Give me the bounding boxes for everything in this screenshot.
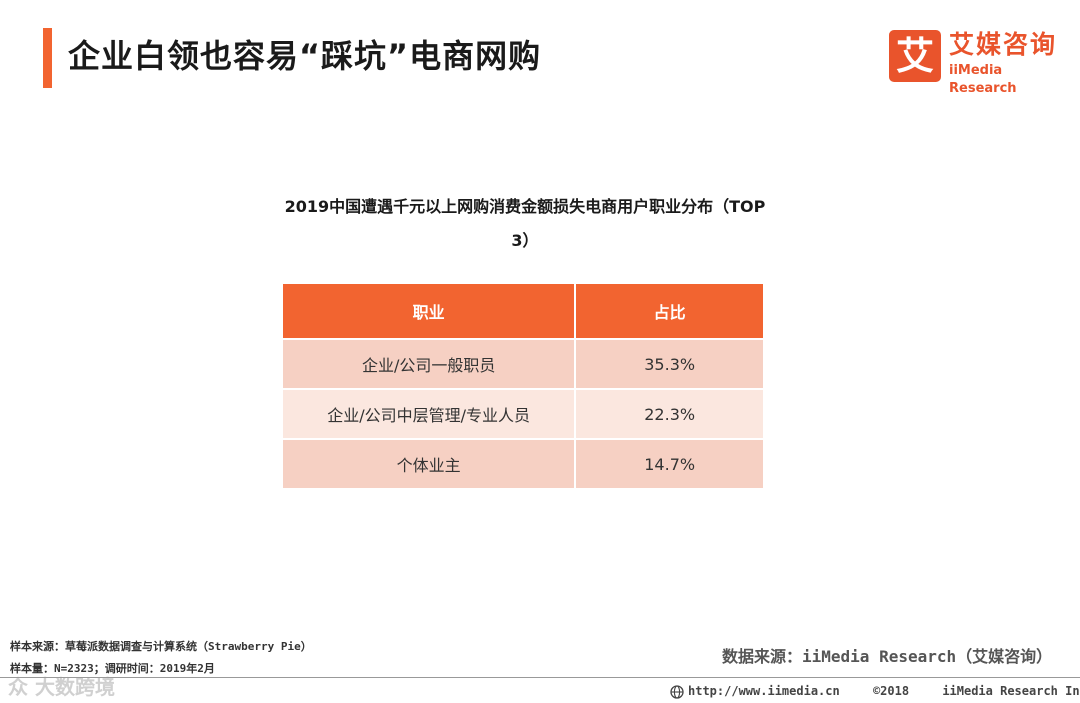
header-occupation: 职业 bbox=[283, 284, 577, 339]
logo-chinese-name: 艾媒咨询 bbox=[949, 30, 1058, 59]
share-cell: 22.3% bbox=[575, 388, 763, 439]
occupation-cell: 个体业主 bbox=[283, 438, 577, 488]
company-name: iiMedia Research Inc bbox=[942, 684, 1080, 698]
table-header-row: 职业 占比 bbox=[283, 284, 763, 339]
table-caption-line-2: 3） bbox=[511, 231, 539, 250]
occupation-cell: 企业/公司一般职员 bbox=[283, 338, 577, 389]
share-cell: 14.7% bbox=[575, 438, 763, 488]
globe-icon bbox=[670, 684, 684, 699]
share-cell: 35.3% bbox=[575, 338, 763, 389]
copyright: ©2018 bbox=[872, 684, 910, 698]
occupation-cell: 企业/公司中层管理/专业人员 bbox=[283, 388, 577, 439]
page-title: 企业白领也容易“踩坑”电商网购 bbox=[68, 37, 542, 75]
website-url: http://www.iimedia.cn bbox=[688, 684, 840, 698]
iimedia-logo: 艾 艾媒咨询 iiMedia Research bbox=[889, 30, 1069, 96]
data-source: 数据来源：iiMedia Research（艾媒咨询） bbox=[722, 647, 1053, 666]
table-row: 企业/公司一般职员 35.3% bbox=[283, 338, 763, 389]
logo-mark-icon: 艾 bbox=[889, 30, 941, 82]
watermark: 众 大数跨境 bbox=[8, 675, 115, 699]
footer-bar: http://www.iimedia.cn ©2018 iiMedia Rese… bbox=[670, 682, 1080, 700]
table-row: 企业/公司中层管理/专业人员 22.3% bbox=[283, 388, 763, 439]
title-accent-bar bbox=[43, 28, 52, 88]
header-share: 占比 bbox=[575, 284, 763, 339]
footer-divider bbox=[0, 677, 1080, 678]
table-row: 个体业主 14.7% bbox=[283, 438, 763, 488]
table-caption: 2019中国遭遇千元以上网购消费金额损失电商用户职业分布（TOP 3） bbox=[225, 190, 825, 258]
website-link[interactable]: http://www.iimedia.cn bbox=[670, 684, 847, 699]
logo-english-name: iiMedia Research bbox=[949, 63, 1017, 96]
sample-source-note: 样本来源：草莓派数据调查与计算系统（Strawberry Pie） bbox=[10, 640, 312, 653]
table-caption-line-1: 2019中国遭遇千元以上网购消费金额损失电商用户职业分布（TOP bbox=[284, 197, 766, 216]
sample-size-note: 样本量：N=2323；调研时间：2019年2月 bbox=[10, 662, 215, 675]
occupation-share-table: 职业 占比 企业/公司一般职员 35.3% 企业/公司中层管理/专业人员 22.… bbox=[283, 284, 763, 488]
